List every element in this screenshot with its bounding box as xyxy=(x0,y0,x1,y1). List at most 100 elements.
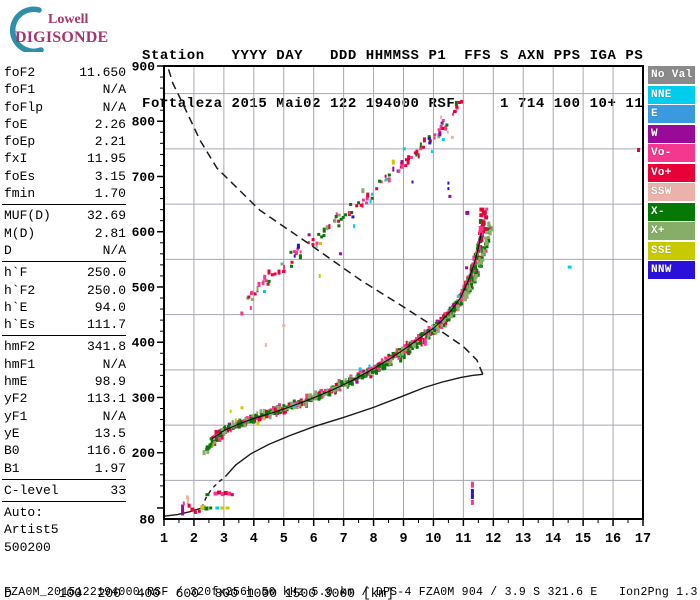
param-row: h`F 250.0 xyxy=(4,264,126,281)
svg-text:600: 600 xyxy=(132,225,156,240)
param-label: hmE xyxy=(4,374,28,390)
param-row: yE 13.5 xyxy=(4,425,126,442)
svg-text:3: 3 xyxy=(220,532,228,547)
param-value: N/A xyxy=(102,408,126,424)
svg-text:8: 8 xyxy=(370,532,378,547)
param-row: hmE 98.9 xyxy=(4,373,126,390)
legend-item: X+ xyxy=(648,222,695,240)
svg-text:80: 80 xyxy=(139,513,155,528)
doppler-legend: No Val NNE E W Vo- Vo+ SSW X- X+ SSE NNW xyxy=(648,66,695,281)
param-row: h`Es 111.7 xyxy=(4,316,126,333)
param-value: 113.1 xyxy=(86,391,126,407)
param-value: 32.69 xyxy=(86,208,126,224)
param-label: hmF2 xyxy=(4,339,36,355)
param-value: 2.26 xyxy=(94,116,126,132)
param-label: h`F2 xyxy=(4,282,36,298)
svg-text:2: 2 xyxy=(190,532,198,547)
param-label: h`Es xyxy=(4,317,36,333)
param-label: yF2 xyxy=(4,391,28,407)
svg-text:10: 10 xyxy=(425,532,441,547)
param-row: foE 2.26 xyxy=(4,116,126,133)
param-row: foFlp N/A xyxy=(4,99,126,116)
svg-text:700: 700 xyxy=(132,170,156,185)
param-label: fxI xyxy=(4,151,28,167)
param-label: foEs xyxy=(4,168,36,184)
svg-text:5: 5 xyxy=(280,532,288,547)
param-value: N/A xyxy=(102,356,126,372)
station-header: Station YYYY DAY DDD HHMMSS P1 FFS S AXN… xyxy=(142,16,643,144)
param-row: hmF1 N/A xyxy=(4,356,126,373)
param-row: yF2 113.1 xyxy=(4,390,126,407)
param-label: MUF(D) xyxy=(4,208,51,224)
param-row: foF1 N/A xyxy=(4,81,126,98)
param-label: fmin xyxy=(4,186,36,202)
header-line-titles: Station YYYY DAY DDD HHMMSS P1 FFS S AXN… xyxy=(142,48,644,64)
parameter-panel: foF2 11.650 foF1 N/A foFlp N/A foE 2.26 foEp 2.21… xyxy=(2,64,126,556)
svg-text:200: 200 xyxy=(132,446,156,461)
panel-divider xyxy=(2,204,126,206)
svg-text:6: 6 xyxy=(310,532,318,547)
svg-text:11: 11 xyxy=(455,532,471,547)
param-value: 13.5 xyxy=(94,425,126,441)
svg-text:7: 7 xyxy=(340,532,348,547)
muf-distance-row: D 100 200 400 600 800 1000 1500 3000 [km… xyxy=(4,586,395,600)
svg-text:13: 13 xyxy=(515,532,531,547)
param-value: 111.7 xyxy=(86,317,126,333)
param-label: foEp xyxy=(4,134,36,150)
param-value: 116.6 xyxy=(86,443,126,459)
svg-text:17: 17 xyxy=(635,532,651,547)
svg-text:900: 900 xyxy=(132,60,156,75)
param-label: foE xyxy=(4,116,28,132)
svg-text:300: 300 xyxy=(132,391,156,406)
param-value: 2.81 xyxy=(94,225,126,241)
param-value: 94.0 xyxy=(94,299,126,315)
legend-item: SSE xyxy=(648,241,695,260)
legend-item: E xyxy=(648,105,695,123)
param-row: B0 116.6 xyxy=(4,442,126,459)
param-value: 1.70 xyxy=(94,186,126,202)
param-value: 341.8 xyxy=(86,339,126,355)
param-value: 11.650 xyxy=(79,65,126,80)
logo-swoosh-icon xyxy=(9,6,44,52)
svg-text:15: 15 xyxy=(575,532,591,547)
legend-item: No Val xyxy=(648,66,695,84)
svg-text:9: 9 xyxy=(399,532,407,547)
muf-table: D 100 200 400 600 800 1000 1500 3000 [km… xyxy=(4,556,402,600)
param-label: h`E xyxy=(4,299,28,315)
param-row: B1 1.97 xyxy=(4,460,126,477)
param-value: 2.21 xyxy=(94,134,126,150)
param-row: h`E 94.0 xyxy=(4,299,126,316)
panel-divider xyxy=(2,335,126,337)
svg-text:16: 16 xyxy=(605,532,621,547)
svg-text:4: 4 xyxy=(250,532,258,547)
svg-text:500: 500 xyxy=(132,280,156,295)
param-label: hmF1 xyxy=(4,356,36,372)
logo-lowell: Lowell xyxy=(48,12,89,27)
param-value: N/A xyxy=(102,82,126,98)
param-row: hmF2 341.8 xyxy=(4,338,126,355)
param-row: MUF(D) 32.69 xyxy=(4,207,126,224)
legend-item: SSW xyxy=(648,183,695,201)
panel-divider xyxy=(2,478,126,480)
param-row: fxI 11.95 xyxy=(4,150,126,167)
param-row: D N/A xyxy=(4,242,126,259)
header-line-values: Fortaleza 2015 Mai02 122 194000 RSF 1 71… xyxy=(142,96,644,112)
param-row: M(D) 2.81 xyxy=(4,225,126,242)
param-row: foF2 11.650 xyxy=(4,64,126,81)
param-label: B0 xyxy=(4,443,20,459)
svg-text:14: 14 xyxy=(545,532,561,547)
param-value: 250.0 xyxy=(86,282,126,298)
param-label: foF1 xyxy=(4,82,36,98)
param-row: foEs 3.15 xyxy=(4,168,126,185)
param-label: C-level xyxy=(4,482,59,498)
autoscaling-info-line: Auto: xyxy=(4,505,44,521)
param-row: C-level 33 xyxy=(4,482,126,499)
param-value: N/A xyxy=(102,242,126,258)
param-row: foEp 2.21 xyxy=(4,133,126,150)
param-value: 1.97 xyxy=(94,460,126,476)
panel-divider xyxy=(2,501,126,503)
param-value: 250.0 xyxy=(86,265,126,281)
autoscaling-info-line: 500200 xyxy=(4,539,51,555)
logo-digisonde: DIGISONDE xyxy=(15,29,109,46)
